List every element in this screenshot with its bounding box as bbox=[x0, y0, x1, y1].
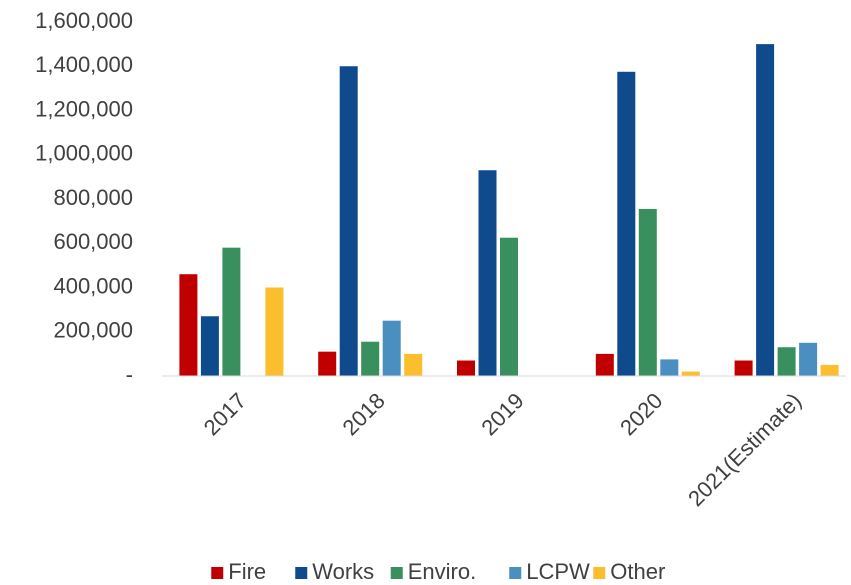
legend-label: Works bbox=[312, 559, 374, 584]
y-tick-label: 1,200,000 bbox=[35, 96, 133, 121]
bar bbox=[777, 347, 796, 376]
x-tick-label: 2020 bbox=[615, 388, 667, 440]
bar bbox=[500, 237, 518, 376]
bar bbox=[222, 247, 241, 376]
bar bbox=[660, 359, 679, 376]
y-tick-label: 400,000 bbox=[53, 273, 133, 298]
bar bbox=[734, 360, 753, 376]
legend-label: Fire bbox=[228, 559, 266, 584]
x-tick-label: 2017 bbox=[199, 388, 251, 440]
y-tick-label: 1,600,000 bbox=[35, 8, 133, 33]
bar bbox=[756, 44, 775, 376]
legend-swatch bbox=[211, 567, 224, 579]
bar bbox=[799, 342, 818, 376]
x-tick-label: 2019 bbox=[476, 388, 528, 440]
bar bbox=[681, 371, 700, 376]
y-tick-label: 600,000 bbox=[53, 229, 133, 254]
legend-swatch bbox=[295, 567, 308, 579]
bar bbox=[617, 71, 636, 376]
legend-swatch bbox=[593, 567, 606, 579]
bar bbox=[595, 353, 614, 376]
bar bbox=[457, 360, 475, 376]
legend-label: LCPW bbox=[526, 559, 590, 584]
x-tick-label: 2021(Estimate) bbox=[683, 388, 806, 511]
bar bbox=[200, 316, 219, 376]
bar bbox=[318, 351, 337, 376]
y-tick-label: 800,000 bbox=[53, 185, 133, 210]
y-tick-label: - bbox=[126, 362, 133, 387]
x-tick-label: 2018 bbox=[338, 388, 390, 440]
legend-swatch bbox=[390, 567, 403, 579]
bar bbox=[404, 353, 423, 376]
bar bbox=[820, 364, 839, 376]
bar bbox=[339, 66, 358, 376]
bar bbox=[478, 170, 497, 376]
y-tick-label: 1,000,000 bbox=[35, 141, 133, 166]
legend-label: Other bbox=[610, 559, 665, 584]
bar bbox=[179, 274, 198, 376]
legend-swatch bbox=[509, 567, 522, 579]
bar bbox=[638, 208, 657, 376]
bar bbox=[265, 287, 284, 376]
bar bbox=[361, 341, 380, 376]
y-tick-label: 1,400,000 bbox=[35, 52, 133, 77]
legend-label: Enviro. bbox=[408, 559, 476, 584]
bar bbox=[382, 320, 401, 376]
y-tick-label: 200,000 bbox=[53, 318, 133, 343]
